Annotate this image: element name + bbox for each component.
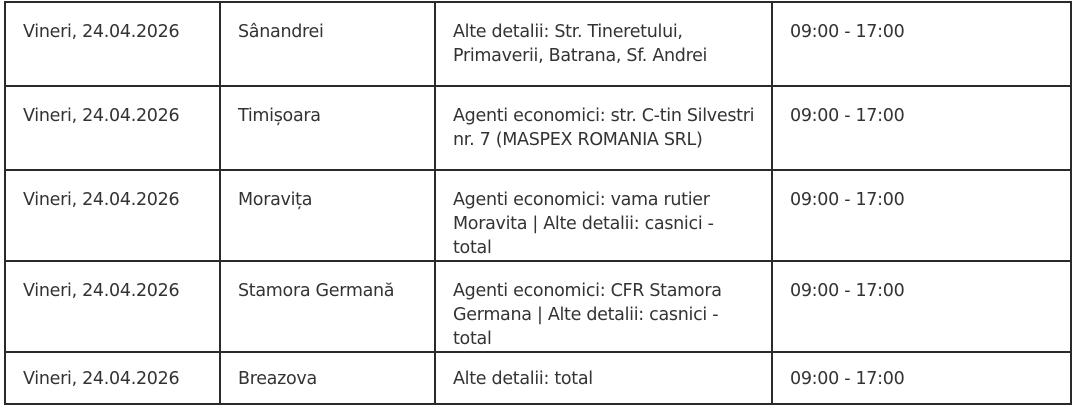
details-cell: Agenti economici: CFR Stamora Germana | … bbox=[434, 260, 773, 353]
details-cell: Agenti economici: vama rutier Moravita |… bbox=[434, 169, 773, 262]
locality-cell: Timișoara bbox=[219, 85, 436, 171]
table-row: Vineri, 24.04.2026 Timișoara Agenti econ… bbox=[4, 85, 1072, 171]
date-cell: Vineri, 24.04.2026 bbox=[4, 85, 221, 171]
locality-cell: Sânandrei bbox=[219, 1, 436, 87]
date-cell: Vineri, 24.04.2026 bbox=[4, 260, 221, 353]
interval-cell: 09:00 - 17:00 bbox=[771, 85, 1072, 171]
date-cell: Vineri, 24.04.2026 bbox=[4, 169, 221, 262]
locality-cell: Moravița bbox=[219, 169, 436, 262]
table-row: Vineri, 24.04.2026 Sânandrei Alte detali… bbox=[4, 1, 1072, 87]
table-row: Vineri, 24.04.2026 Stamora Germană Agent… bbox=[4, 260, 1072, 353]
table-row: Vineri, 24.04.2026 Breazova Alte detalii… bbox=[4, 351, 1072, 405]
details-cell: Alte detalii: total bbox=[434, 351, 773, 405]
details-cell: Alte detalii: Str. Tineretului, Primaver… bbox=[434, 1, 773, 87]
locality-cell: Stamora Germană bbox=[219, 260, 436, 353]
interval-cell: 09:00 - 17:00 bbox=[771, 351, 1072, 405]
date-cell: Vineri, 24.04.2026 bbox=[4, 351, 221, 405]
date-cell: Vineri, 24.04.2026 bbox=[4, 1, 221, 87]
outage-schedule-table: Vineri, 24.04.2026 Sânandrei Alte detali… bbox=[4, 1, 1072, 405]
interval-cell: 09:00 - 17:00 bbox=[771, 1, 1072, 87]
interval-cell: 09:00 - 17:00 bbox=[771, 169, 1072, 262]
details-cell: Agenti economici: str. C-tin Silvestri n… bbox=[434, 85, 773, 171]
locality-cell: Breazova bbox=[219, 351, 436, 405]
table-row: Vineri, 24.04.2026 Moravița Agenti econo… bbox=[4, 169, 1072, 262]
interval-cell: 09:00 - 17:00 bbox=[771, 260, 1072, 353]
